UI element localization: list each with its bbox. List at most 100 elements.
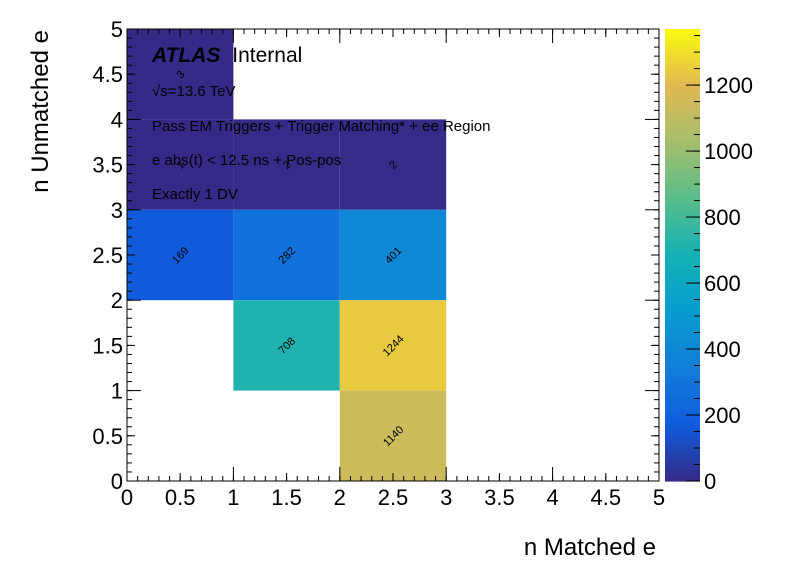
palette-band: [665, 394, 700, 399]
palette-band: [665, 296, 700, 301]
palette-band: [665, 428, 700, 433]
selection-line-2: e abs(t) < 12.5 ns + Pos-pos: [152, 152, 341, 169]
palette-band: [665, 51, 700, 56]
palette-band: [665, 194, 700, 200]
z-tick-label: 1200: [704, 73, 753, 98]
palette-band: [665, 360, 700, 365]
palette-band: [665, 251, 700, 256]
palette-band: [665, 292, 700, 298]
palette-band: [665, 224, 700, 230]
heatmap-cell: [339, 300, 447, 391]
palette-band: [665, 450, 700, 456]
palette-band: [665, 96, 700, 102]
heatmap-cells: [127, 29, 447, 481]
x-tick-label: 3: [440, 485, 452, 510]
selection-line-1: Pass EM Triggers + Trigger Matching* + e…: [152, 118, 491, 135]
palette-band: [665, 273, 700, 279]
palette-band: [665, 401, 700, 407]
y-tick-label: 1: [111, 379, 123, 404]
y-tick-label: 2: [111, 288, 123, 313]
palette-band: [665, 255, 700, 260]
palette-band: [665, 40, 700, 45]
palette-band: [665, 153, 700, 158]
palette-band: [665, 473, 700, 478]
atlas-logo-text: ATLAS: [151, 44, 220, 67]
palette-band: [665, 386, 700, 392]
palette-band: [665, 93, 700, 98]
palette-band: [665, 89, 700, 94]
plot-annotations: ATLAS Internal √s=13.6 TeV Pass EM Trigg…: [151, 44, 491, 203]
palette-band: [665, 74, 700, 79]
palette-band: [665, 202, 700, 207]
z-tick-label: 0: [704, 469, 716, 494]
palette-band: [665, 59, 700, 64]
atlas-label: ATLAS Internal: [151, 44, 302, 67]
palette-band: [665, 142, 700, 147]
x-tick-label: 0.5: [165, 485, 196, 510]
palette-band: [665, 85, 700, 90]
palette-band: [665, 364, 700, 369]
palette-band: [665, 288, 700, 294]
palette-band: [665, 130, 700, 136]
y-tick-label: 3.5: [92, 153, 123, 178]
palette-band: [665, 398, 700, 403]
palette-band: [665, 236, 700, 241]
palette-band: [665, 187, 700, 192]
palette-band: [665, 447, 700, 452]
heatmap-cell: [339, 119, 447, 210]
x-tick-label: 3.5: [484, 485, 515, 510]
palette-band: [665, 70, 700, 75]
palette-band: [665, 119, 700, 124]
palette-band: [665, 277, 700, 282]
palette-band: [665, 341, 700, 346]
palette-band: [665, 307, 700, 313]
palette-band: [665, 134, 700, 139]
palette-band: [665, 115, 700, 120]
palette-band: [665, 443, 700, 448]
palette-band: [665, 123, 700, 128]
x-tick-label: 2: [334, 485, 346, 510]
palette-band: [665, 175, 700, 181]
palette-band: [665, 209, 700, 215]
heatmap-cell: [127, 209, 234, 301]
palette-band: [665, 262, 700, 267]
palette-band: [665, 356, 700, 362]
palette-band: [665, 435, 700, 441]
palette-band: [665, 213, 700, 218]
y-tick-label: 4.5: [92, 62, 123, 87]
palette-band: [665, 454, 700, 459]
palette-band: [665, 322, 700, 328]
z-tick-label: 600: [704, 271, 741, 296]
x-tick-label: 0: [121, 485, 133, 510]
palette-band: [665, 190, 700, 196]
palette-band: [665, 462, 700, 467]
palette-band: [665, 420, 700, 426]
palette-band: [665, 432, 700, 437]
palette-band: [665, 311, 700, 316]
palette-band: [665, 164, 700, 169]
palette-band: [665, 104, 700, 109]
heatmap-cell: [233, 209, 340, 301]
palette-band: [665, 36, 700, 41]
palette-band: [665, 334, 700, 339]
y-axis-label: n Unmatched e: [27, 30, 54, 193]
palette-band: [665, 390, 700, 395]
palette-band: [665, 371, 700, 377]
palette-band: [665, 66, 700, 72]
palette-band: [665, 303, 700, 309]
selection-line-3: Exactly 1 DV: [152, 186, 238, 203]
palette-band: [665, 424, 700, 429]
palette-band: [665, 285, 700, 290]
z-tick-label: 800: [704, 205, 741, 230]
palette-band: [665, 465, 700, 471]
heatmap-cell: [127, 29, 234, 120]
x-tick-label: 4.5: [591, 485, 622, 510]
z-tick-label: 200: [704, 403, 741, 428]
palette-band: [665, 383, 700, 388]
z-tick-label: 1000: [704, 139, 753, 164]
palette-band: [665, 409, 700, 414]
palette-band: [665, 239, 700, 245]
y-tick-label: 1.5: [92, 333, 123, 358]
palette-band: [665, 247, 700, 252]
